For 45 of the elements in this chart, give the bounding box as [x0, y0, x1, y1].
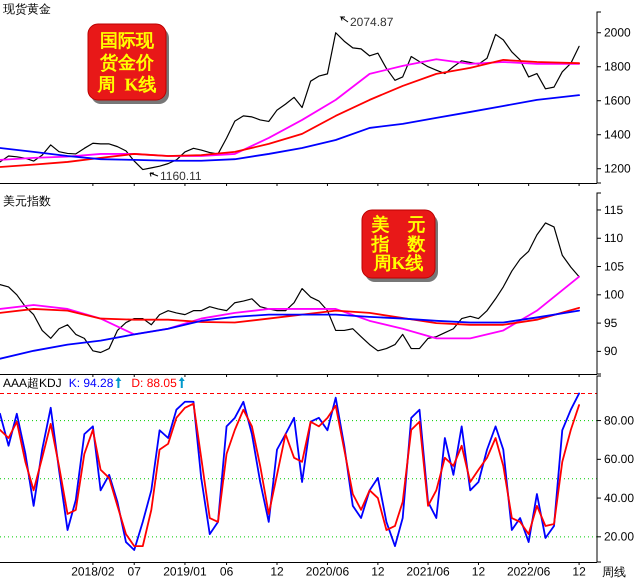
line-series — [0, 310, 580, 360]
annotation: 2074.87 — [350, 15, 394, 29]
annotation: 国际现 — [100, 30, 155, 51]
x-tick-label: 06 — [220, 564, 234, 579]
y-tick-label: 100 — [604, 288, 624, 302]
x-tick-label: 12 — [270, 564, 284, 579]
y-tick-label: 2000 — [604, 26, 632, 40]
x-tick-label: 2022/06 — [506, 564, 551, 579]
series-label: D: 88.05 — [131, 376, 178, 390]
annotation: 指 数 — [370, 234, 426, 254]
annotation: 货金价 — [99, 52, 155, 73]
chart-title: 美元指数 — [3, 194, 51, 208]
y-tick-label: 60.00 — [604, 452, 634, 466]
x-tick-label: 12 — [572, 564, 586, 579]
line-series — [0, 32, 580, 170]
line-series — [0, 306, 580, 326]
y-tick-label: 80.00 — [604, 413, 634, 428]
line-series — [0, 94, 580, 162]
text: 周线 — [602, 565, 626, 579]
y-tick-label: 1400 — [604, 128, 632, 142]
y-tick-label: 95 — [604, 316, 618, 330]
annotation: 周 K线 — [96, 74, 157, 95]
x-tick-label: 2019/01 — [163, 564, 207, 579]
annotation: 美 元 — [370, 214, 426, 234]
x-tick-label: 2020/06 — [306, 564, 350, 579]
line-series — [0, 276, 580, 340]
chart-title: 现货黄金 — [3, 2, 51, 16]
x-tick-label: 07 — [128, 564, 142, 579]
y-tick-label: 90 — [604, 344, 618, 358]
y-tick-label: 110 — [604, 231, 624, 246]
x-tick-label: 12 — [371, 564, 385, 579]
y-tick-label: 1800 — [604, 60, 632, 74]
x-tick-label: 2018/02 — [71, 564, 115, 579]
x-tick-label: 2021/06 — [406, 564, 450, 579]
chart-title: AAA超KDJ — [3, 376, 62, 390]
text: K: 94.28 — [68, 376, 114, 390]
x-tick-label: 12 — [472, 564, 486, 579]
y-tick-label: 20.00 — [604, 530, 634, 544]
y-tick-label: 1200 — [604, 162, 632, 176]
annotation: 周K线 — [372, 253, 424, 274]
y-tick-label: 105 — [604, 259, 624, 274]
annotation: 1160.11 — [160, 169, 202, 183]
y-tick-label: 115 — [604, 202, 624, 217]
y-tick-label: 1600 — [604, 94, 632, 108]
y-tick-label: 40.00 — [604, 490, 634, 505]
